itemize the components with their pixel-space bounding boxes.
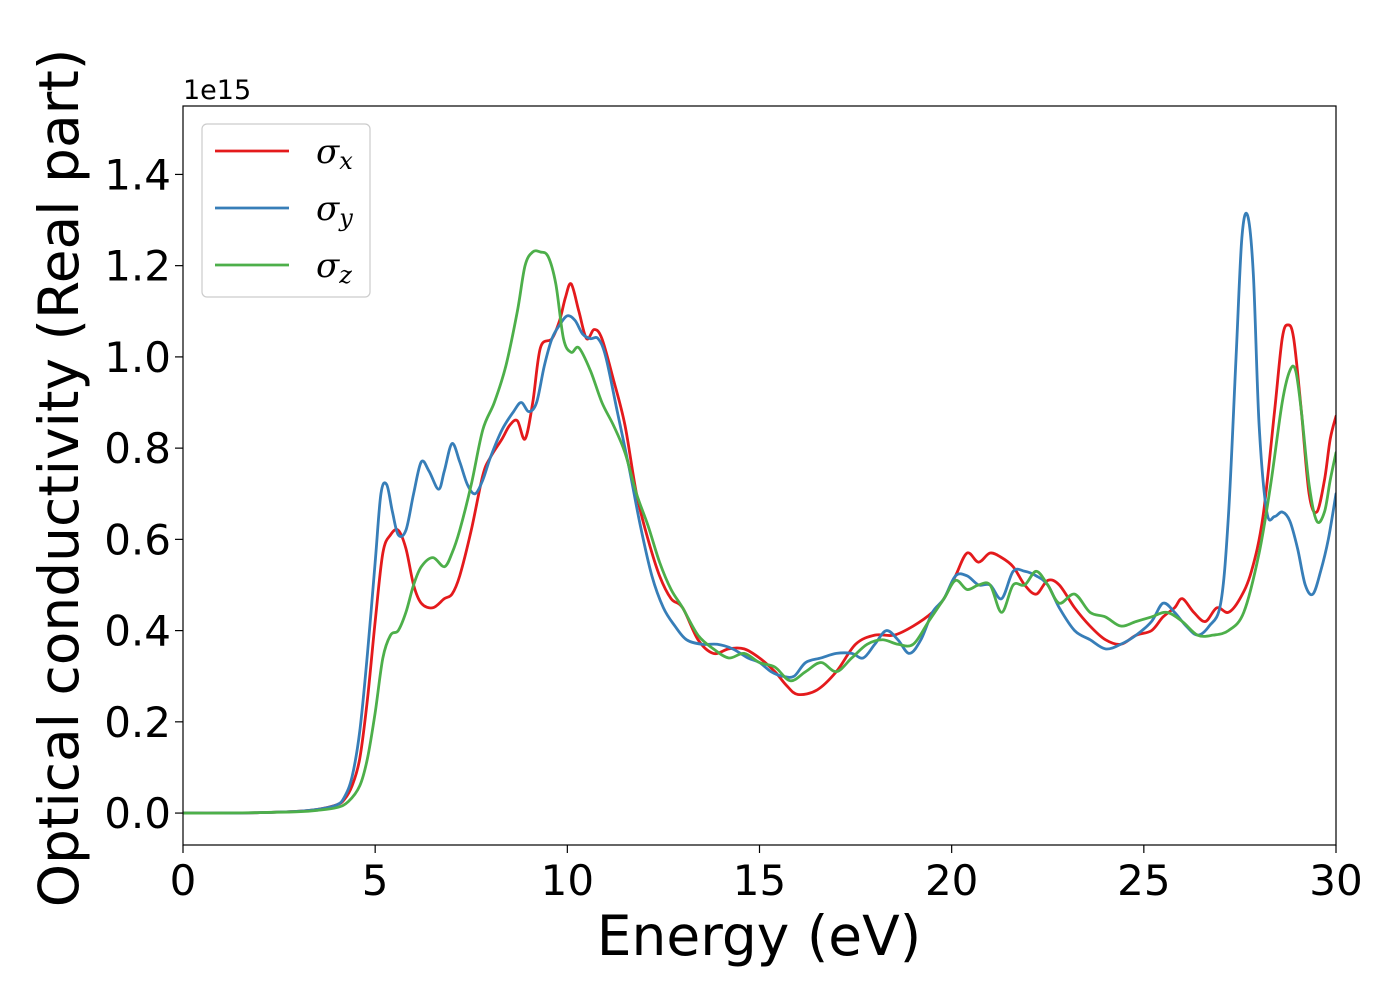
ticks-layer: 0 5 10 15 20 25 30 0.0 0.2 0.4 0.6 0.8 1.0 1.2 1.4 xyxy=(104,150,1363,905)
y-tick-label: 0.0 xyxy=(104,789,171,838)
y-axis-title: Optical conductivity (Real part) xyxy=(27,49,91,908)
series-line-sigma-z xyxy=(183,249,1336,815)
x-tick-label: 0 xyxy=(170,856,197,905)
x-axis-title: Energy (eV) xyxy=(597,904,921,968)
x-tick-label: 20 xyxy=(925,856,978,905)
series-line-sigma-y xyxy=(183,211,1336,815)
y-tick-label: 1.4 xyxy=(104,150,171,199)
x-tick-label: 30 xyxy=(1309,856,1362,905)
legend: σx σy σz xyxy=(201,123,371,298)
y-tick-label: 0.6 xyxy=(104,515,171,564)
plot-frame xyxy=(182,105,1337,846)
series-layer xyxy=(183,211,1336,815)
y-tick-label: 1.0 xyxy=(104,333,171,382)
y-tick-label: 1.2 xyxy=(104,242,171,291)
y-tick-label: 0.8 xyxy=(104,424,171,473)
y-offset-label: 1e15 xyxy=(183,75,251,106)
legend-label-sigma-y: σy xyxy=(316,189,353,232)
x-tick-label: 5 xyxy=(362,856,389,905)
legend-label-sigma-z: σz xyxy=(316,246,352,289)
x-tick-label: 25 xyxy=(1117,856,1170,905)
legend-items: σx σy σz xyxy=(215,132,353,289)
legend-box xyxy=(201,123,371,298)
x-tick-label: 15 xyxy=(733,856,786,905)
y-tick-label: 0.4 xyxy=(104,607,171,656)
x-tick-label: 10 xyxy=(541,856,594,905)
legend-label-sigma-x: σx xyxy=(316,132,353,175)
series-line-sigma-x xyxy=(183,282,1336,815)
y-tick-label: 0.2 xyxy=(104,698,171,747)
